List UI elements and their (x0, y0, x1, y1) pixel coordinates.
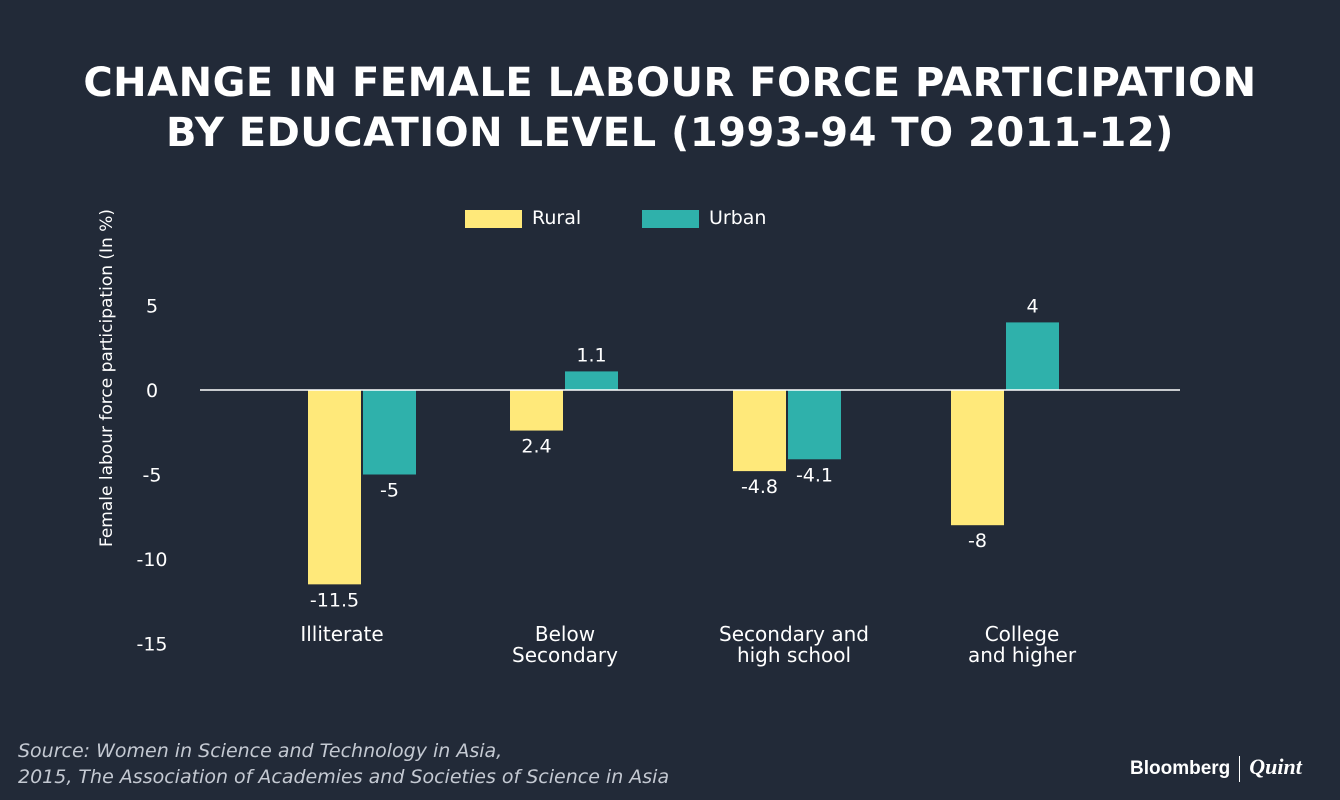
data-label-urban: -4.1 (796, 464, 833, 486)
y-tick-label: -15 (136, 634, 167, 656)
bar-rural (308, 390, 361, 585)
source-line-2: 2015, The Association of Academies and S… (18, 766, 670, 788)
data-label-urban: -5 (380, 480, 399, 502)
y-tick-label: 0 (146, 380, 158, 402)
y-tick-label: 5 (146, 296, 158, 318)
bar-urban (363, 390, 416, 475)
x-category-label: College (985, 622, 1060, 646)
bar-urban (565, 371, 618, 390)
bar-rural (733, 390, 786, 472)
data-label-urban: 1.1 (576, 344, 606, 366)
chart-title-line-1: CHANGE IN FEMALE LABOUR FORCE PARTICIPAT… (83, 60, 1257, 106)
x-category-label: and higher (968, 643, 1077, 667)
x-category-label: Secondary and (719, 622, 869, 646)
x-category-label: Illiterate (300, 622, 383, 646)
legend-urban-label: Urban (709, 207, 767, 229)
bar-rural (510, 390, 563, 431)
legend-rural-swatch (465, 210, 522, 228)
brand-divider (1239, 755, 1241, 782)
source-line-1: Source: Women in Science and Technology … (18, 740, 503, 762)
data-label-rural: -4.8 (741, 476, 778, 498)
data-label-rural: 2.4 (521, 436, 551, 458)
chart-title: CHANGE IN FEMALE LABOUR FORCE PARTICIPAT… (0, 58, 1340, 158)
bar-urban (1006, 322, 1059, 390)
brand-primary: Bloomberg (1130, 758, 1231, 779)
y-tick-label: -10 (136, 549, 167, 571)
x-category-label: Below (535, 622, 595, 646)
legend-urban-swatch (642, 210, 699, 228)
y-tick-label: -5 (143, 465, 162, 487)
chart-title-line-2: BY EDUCATION LEVEL (1993-94 TO 2011-12) (166, 110, 1174, 156)
brand-secondary: Quint (1249, 754, 1302, 779)
y-axis-title: Female labour force participation (In %) (97, 209, 117, 547)
x-category-label: high school (737, 643, 851, 667)
bar-rural (951, 390, 1004, 526)
legend-rural-label: Rural (532, 207, 582, 229)
data-label-rural: -11.5 (310, 589, 359, 611)
data-label-rural: -8 (968, 530, 987, 552)
bar-urban (788, 390, 841, 460)
source-note: Source: Women in Science and Technology … (18, 738, 669, 790)
data-label-urban: 4 (1026, 295, 1038, 317)
brand-logo: Bloomberg Quint (1130, 754, 1302, 782)
x-category-label: Secondary (512, 643, 618, 667)
